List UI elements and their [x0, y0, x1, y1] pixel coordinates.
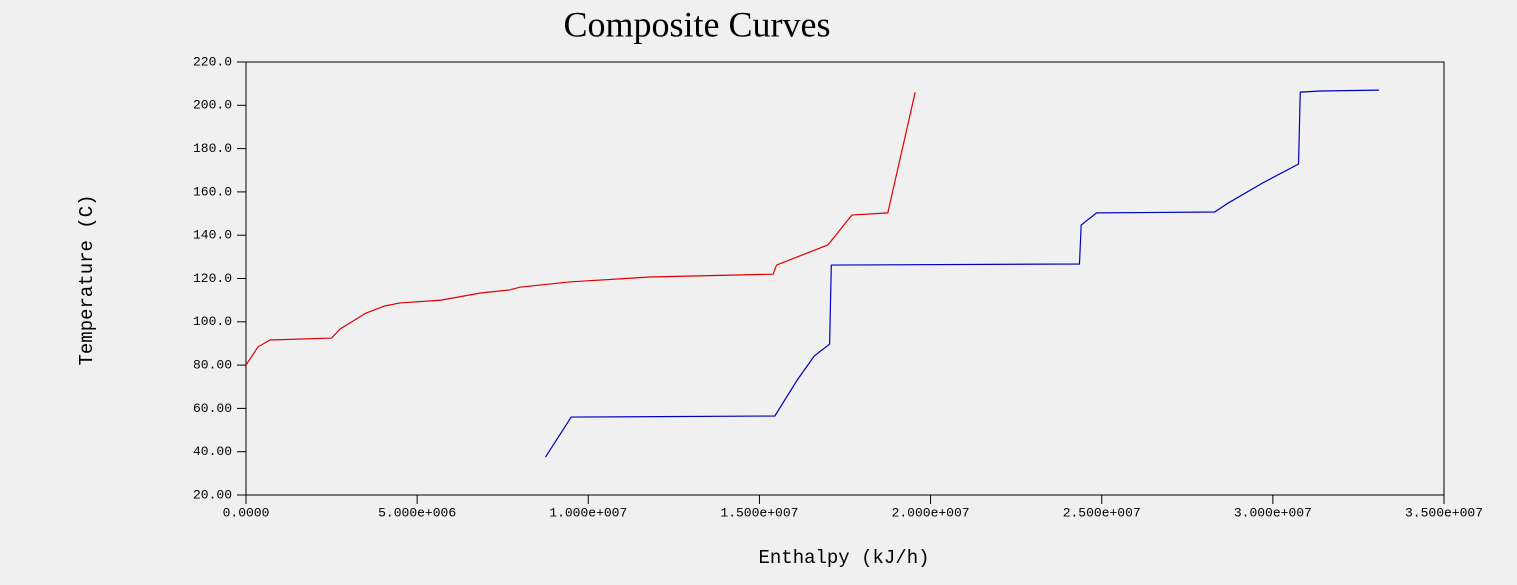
y-tick-label: 40.00: [193, 444, 232, 459]
y-tick-label: 220.0: [193, 54, 232, 69]
y-tick-label: 80.00: [193, 358, 232, 373]
y-tick-label: 20.00: [193, 487, 232, 502]
x-axis-label: Enthalpy (kJ/h): [758, 547, 929, 569]
x-tick-label: 1.000e+007: [549, 505, 627, 520]
x-tick-label: 0.0000: [223, 505, 270, 520]
plot-frame: [245, 61, 1445, 496]
x-tick-label: 2.500e+007: [1063, 505, 1141, 520]
chart-title: Composite Curves: [564, 4, 831, 44]
y-tick-label: 200.0: [193, 98, 232, 113]
x-tick-label: 3.500e+007: [1405, 505, 1483, 520]
x-tick-label: 2.000e+007: [892, 505, 970, 520]
series-line: [245, 92, 916, 366]
y-tick-label: 100.0: [193, 314, 232, 329]
y-tick-label: 120.0: [193, 271, 232, 286]
x-tick-label: 3.000e+007: [1234, 505, 1312, 520]
y-tick-label: 160.0: [193, 184, 232, 199]
series-line: [544, 89, 1379, 458]
y-tick-label: 180.0: [193, 141, 232, 156]
x-tick-label: 5.000e+006: [378, 505, 456, 520]
x-tick-label: 1.500e+007: [720, 505, 798, 520]
y-axis-label: Temperature (C): [76, 194, 98, 365]
y-tick-label: 140.0: [193, 228, 232, 243]
y-tick-label: 60.00: [193, 401, 232, 416]
